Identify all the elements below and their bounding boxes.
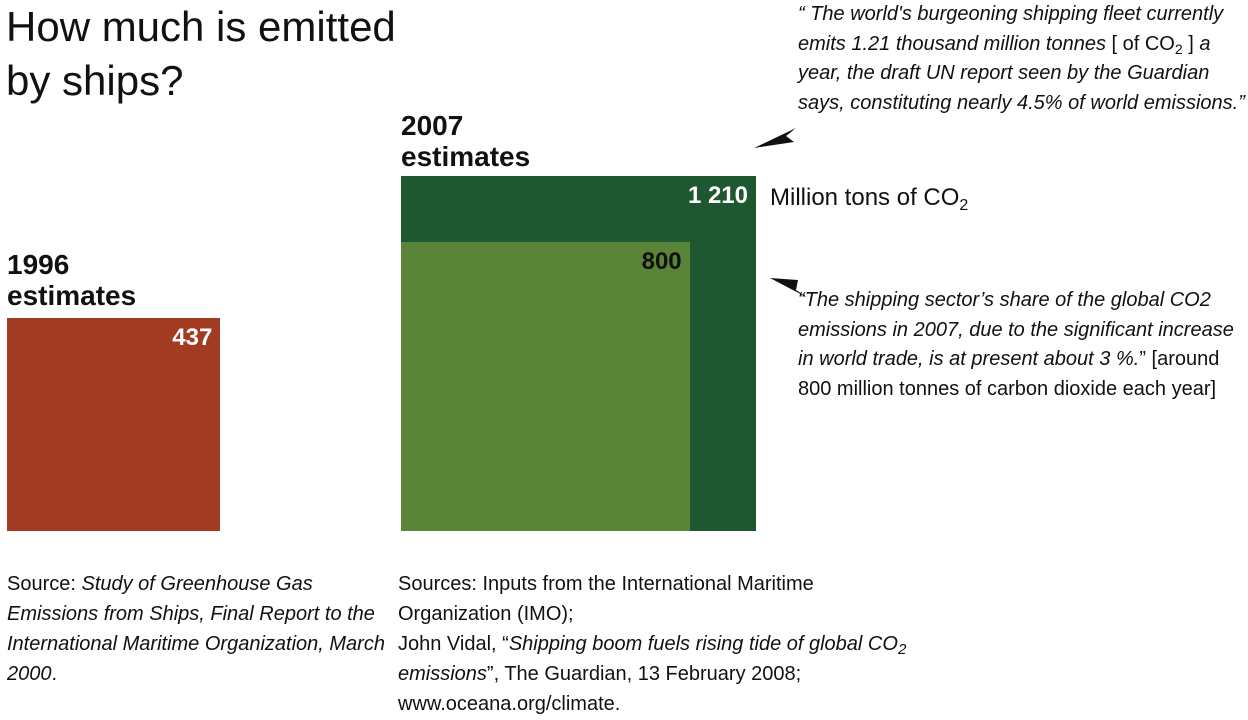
source-2007-article-title: Shipping boom fuels rising tide of globa… [508, 633, 898, 655]
source-1996: Source: Study of Greenhouse Gas Emission… [7, 569, 387, 689]
value-label-2007-share: 800 [641, 248, 682, 276]
source-2007-line1: Sources: Inputs from the International M… [398, 573, 814, 625]
source-2007-line2: John Vidal, “Shipping boom fuels rising … [398, 629, 998, 689]
quote-imo: “The shipping sector’s share of the glob… [798, 286, 1238, 404]
source-1996-title: Study of Greenhouse Gas Emissions from S… [7, 573, 385, 685]
unit-text: Million tons of CO [770, 184, 960, 211]
value-label-1996: 437 [172, 323, 213, 351]
source-2007-line3: www.oceana.org/climate. [398, 693, 621, 715]
quote1-bracket: [ of CO2 ] [1111, 32, 1194, 57]
unit-subscript: 2 [959, 197, 969, 214]
heading-2007: 2007 estimates [401, 110, 531, 172]
quote1-bracket-close: ] [1182, 32, 1194, 55]
heading-1996: 1996 estimates [7, 249, 137, 311]
quote2-italic: “The shipping sector’s share of the glob… [798, 289, 1234, 370]
source-2007-publication: ”, The Guardian, 13 February 2008; [486, 663, 802, 685]
quote1-subscript: 2 [1174, 40, 1183, 57]
quote-un-report: “ The world's burgeoning shipping fleet … [798, 0, 1248, 118]
chart-title: How much is emitted by ships? [6, 3, 396, 104]
box-1996: 437 [7, 317, 221, 531]
source-1996-suffix: . [51, 663, 58, 685]
box-2007-share: 800 [401, 242, 690, 531]
arrow-pointer-1-icon [754, 128, 796, 148]
quote1-part2: a year, the draft UN report seen by the … [798, 32, 1245, 114]
quote1-part1: “ The world's burgeoning shipping fleet … [798, 3, 1224, 55]
source-2007: Sources: Inputs from the International M… [398, 569, 998, 719]
unit-label: Million tons of CO2 [770, 183, 969, 214]
value-label-2007-total: 1 210 [687, 182, 748, 209]
quote1-bracket-open: [ of CO [1111, 32, 1175, 55]
quote2-plain: ” [around 800 million tonnes of carbon d… [798, 348, 1220, 400]
arrow-pointer-2-icon [770, 278, 808, 298]
source-2007-subscript: 2 [897, 641, 907, 658]
source-2007-article-title-end: emissions [398, 663, 487, 685]
source-2007-author: John Vidal, “ [398, 633, 509, 655]
source-1996-prefix: Source: [7, 573, 82, 595]
